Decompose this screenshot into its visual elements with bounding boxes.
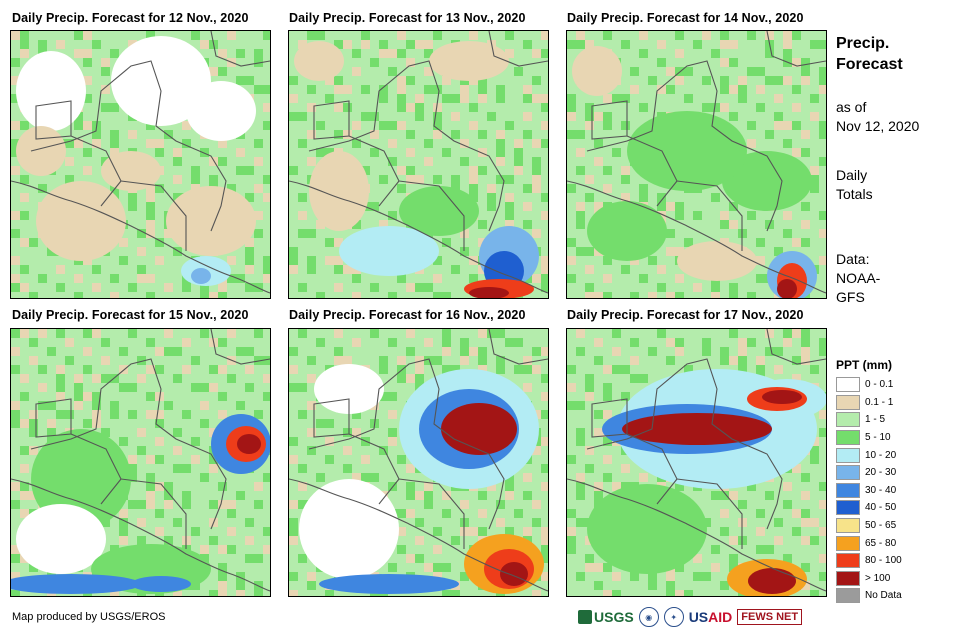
daily-totals-note: Daily Totals	[836, 166, 873, 204]
as-of-line1: as of	[836, 99, 867, 115]
legend-label: 10 - 20	[865, 449, 897, 461]
precip-map-svg	[11, 329, 270, 596]
totals-line2: Totals	[836, 186, 873, 202]
usaid-seal-logo: ✦	[663, 607, 684, 627]
usaid-logo: USAID	[689, 609, 733, 625]
legend-label: 0.1 - 1	[865, 396, 894, 408]
map-nov14	[566, 30, 827, 299]
data-line1: Data:	[836, 251, 870, 267]
map-nov15	[10, 328, 271, 597]
legend-swatch	[836, 553, 860, 569]
noaa-logo: ◉	[638, 607, 659, 627]
legend-label: 40 - 50	[865, 502, 897, 514]
data-line2: NOAA-	[836, 270, 881, 286]
sidebar-title-line2: Forecast	[836, 56, 903, 73]
legend-swatch	[836, 482, 860, 498]
legend-label: 50 - 65	[865, 520, 897, 532]
legend-item: 30 - 40	[836, 482, 902, 500]
map-nov17	[566, 328, 827, 597]
legend-item: 20 - 30	[836, 464, 902, 482]
sidebar-title: Precip. Forecast	[836, 33, 903, 75]
map-nov13	[288, 30, 549, 299]
legend-item: 80 - 100	[836, 552, 902, 570]
precip-map-svg	[289, 31, 548, 298]
legend-item: 65 - 80	[836, 534, 902, 552]
precip-legend: PPT (mm) 0 - 0.1 0.1 - 1 1 - 5 5 - 10 10 - 2…	[836, 358, 902, 605]
usaid-logo-us: US	[688, 609, 709, 625]
legend-label: 30 - 40	[865, 484, 897, 496]
legend-label: 0 - 0.1	[865, 379, 894, 391]
precip-map-svg	[567, 329, 826, 596]
legend-title: PPT (mm)	[836, 358, 893, 372]
legend-label: 5 - 10	[865, 432, 891, 444]
data-source: Data: NOAA- GFS	[836, 250, 880, 307]
partner-logos: USGS ◉ ✦ USAID FEWS NET	[578, 604, 803, 630]
map-nov12	[10, 30, 271, 299]
usgs-logo-text: USGS	[594, 609, 634, 625]
precip-map-svg	[11, 31, 270, 298]
panel-title-nov17: Daily Precip. Forecast for 17 Nov., 2020	[567, 308, 804, 322]
legend-swatch	[836, 412, 860, 428]
legend-swatch	[836, 377, 860, 393]
legend-item: 10 - 20	[836, 446, 902, 464]
precip-map-svg	[567, 31, 826, 298]
totals-line1: Daily	[836, 167, 868, 183]
precip-map-svg	[289, 329, 548, 596]
as-of-line2: Nov 12, 2020	[836, 118, 920, 134]
usaid-logo-aid: AID	[708, 609, 733, 625]
legend-swatch	[836, 430, 860, 446]
legend-label: 1 - 5	[865, 414, 886, 426]
legend-label: 20 - 30	[865, 467, 897, 479]
legend-swatch	[836, 570, 860, 586]
as-of-date: as of Nov 12, 2020	[836, 98, 919, 136]
legend-swatch	[836, 465, 860, 481]
legend-item: 5 - 10	[836, 429, 902, 447]
legend-swatch	[836, 394, 860, 410]
legend-item: 40 - 50	[836, 499, 902, 517]
fews-net-logo: FEWS NET	[737, 609, 803, 625]
panel-title-nov13: Daily Precip. Forecast for 13 Nov., 2020	[289, 11, 526, 25]
legend-label: > 100	[865, 572, 891, 584]
usgs-logo: USGS	[578, 609, 634, 625]
legend-swatch	[836, 588, 860, 604]
legend-item: 0 - 0.1	[836, 376, 902, 394]
data-line3: GFS	[836, 289, 865, 305]
legend-item: No Data	[836, 587, 902, 605]
map-credit: Map produced by USGS/EROS	[12, 611, 166, 623]
legend-item: 50 - 65	[836, 517, 902, 535]
panel-title-nov15: Daily Precip. Forecast for 15 Nov., 2020	[12, 308, 249, 322]
legend-item: > 100	[836, 570, 902, 588]
map-nov16	[288, 328, 549, 597]
legend-item: 1 - 5	[836, 411, 902, 429]
legend-label: No Data	[865, 590, 902, 602]
legend-item: 0.1 - 1	[836, 394, 902, 412]
legend-label: 80 - 100	[865, 555, 902, 567]
panel-title-nov12: Daily Precip. Forecast for 12 Nov., 2020	[12, 11, 249, 25]
legend-swatch	[836, 535, 860, 551]
legend-swatch	[836, 518, 860, 534]
sidebar-title-line1: Precip.	[836, 35, 890, 52]
legend-swatch	[836, 500, 860, 516]
legend-label: 65 - 80	[865, 537, 897, 549]
legend-swatch	[836, 447, 860, 463]
panel-title-nov14: Daily Precip. Forecast for 14 Nov., 2020	[567, 11, 804, 25]
panel-title-nov16: Daily Precip. Forecast for 16 Nov., 2020	[289, 308, 526, 322]
